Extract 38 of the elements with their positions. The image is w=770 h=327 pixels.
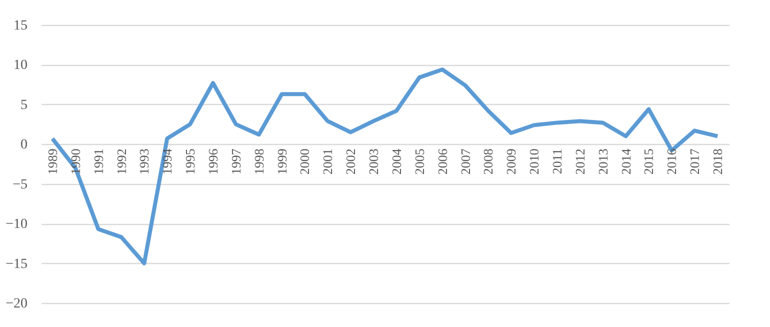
x-tick-label: 1999	[274, 148, 290, 175]
y-tick-label: −20	[6, 296, 28, 312]
x-tick-label: 2005	[412, 148, 427, 175]
x-tick-label: 1989	[44, 148, 60, 175]
x-tick-label: 2007	[458, 148, 473, 175]
x-tick-label: 2016	[664, 148, 680, 175]
x-tick-label: 2000	[297, 148, 312, 175]
x-tick-label: 1990	[68, 148, 83, 175]
x-tick-label: 1991	[90, 148, 106, 175]
x-tick-label: 2011	[550, 148, 564, 174]
y-tick-label: 5	[20, 98, 28, 113]
x-tick-label: 2014	[618, 148, 634, 175]
x-tick-label: 2001	[320, 148, 336, 175]
x-tick-label: 2002	[343, 148, 358, 175]
x-tick-label: 2015	[641, 148, 656, 175]
x-tick-label: 2012	[572, 148, 588, 175]
x-tick-label: 1995	[182, 148, 198, 175]
y-tick-label: −10	[6, 217, 28, 232]
x-tick-label: 2018	[710, 148, 726, 175]
x-tick-label: 2008	[480, 148, 496, 175]
x-tick-label: 2017	[687, 148, 702, 175]
y-tick-label: −5	[12, 177, 28, 192]
x-tick-label: 2006	[434, 148, 450, 175]
x-tick-label: 2003	[366, 148, 382, 175]
y-tick-label: 15	[14, 18, 28, 34]
x-tick-label: 1997	[228, 148, 244, 175]
x-tick-label: 2013	[595, 148, 610, 175]
x-tick-label: 1993	[136, 148, 152, 175]
y-tick-label: 0	[20, 138, 28, 153]
x-tick-label: 1994	[160, 148, 175, 175]
y-tick-label: 10	[14, 58, 28, 74]
x-tick-label: 2010	[526, 148, 542, 175]
x-tick-label: 1992	[114, 148, 129, 175]
x-tick-label: 1996	[206, 148, 220, 175]
x-tick-label: 2004	[388, 148, 404, 175]
x-tick-label: 2009	[504, 148, 519, 175]
y-tick-label: −15	[6, 256, 28, 272]
x-tick-label: 1998	[251, 148, 266, 175]
